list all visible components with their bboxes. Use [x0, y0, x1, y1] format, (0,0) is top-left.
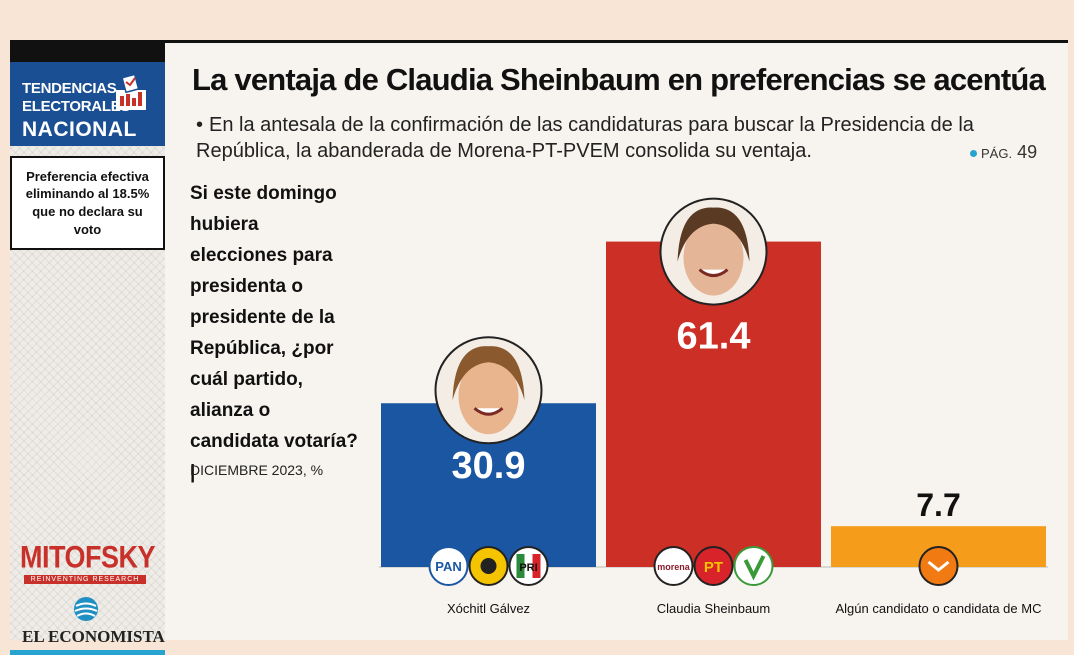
- party-logo-icon: [918, 546, 959, 586]
- smile-icon: [698, 268, 729, 278]
- data-label: 61.4: [677, 316, 751, 358]
- check-icon: [743, 555, 766, 581]
- face-icon: [458, 358, 519, 435]
- hair-icon: [452, 346, 525, 401]
- subtitle-text: En la antesala de la confirmación de las…: [196, 114, 974, 162]
- data-label: 7.7: [916, 487, 960, 523]
- page-ref-prefix: PÁG.: [981, 146, 1013, 161]
- mitofsky-logo: MITOFSKY: [20, 539, 156, 575]
- flag-stripe: [532, 554, 541, 578]
- sun-icon: [480, 558, 497, 574]
- page-ref-dot: [970, 149, 977, 157]
- party-logo-text: morena: [657, 562, 691, 572]
- face-icon: [683, 219, 744, 296]
- section-brand: TENDENCIAS ELECTORALES NACIONAL: [10, 62, 165, 146]
- brand-line2: ELECTORALES: [22, 98, 131, 115]
- sidebar: TENDENCIAS ELECTORALES NACIONAL Preferen…: [10, 62, 165, 655]
- flag-stripe: [516, 554, 525, 578]
- party-logo-icon: [428, 546, 469, 586]
- page-ref-number: 49: [1017, 142, 1038, 162]
- globe-icon: [74, 597, 98, 621]
- top-black-tab: [10, 40, 165, 62]
- page-title: La ventaja de Claudia Sheinbaum en prefe…: [192, 62, 1046, 97]
- party-logo-icon: [693, 546, 734, 586]
- subtitle: • En la antesala de la confirmación de la…: [196, 112, 1046, 164]
- mitofsky-tagline: REINVENTING RESEARCH: [24, 575, 146, 584]
- survey-date: DICIEMBRE 2023, %: [190, 462, 324, 478]
- survey-question: Si este domingo hubiera elecciones para …: [190, 183, 358, 483]
- brand-line3: NACIONAL: [22, 118, 137, 141]
- ballot-box-icon: [116, 73, 146, 110]
- infographic-card: TENDENCIAS ELECTORALES NACIONAL Preferen…: [10, 40, 1068, 655]
- data-label: 30.9: [452, 445, 526, 487]
- category-label: Algún candidato o candidata de MC: [836, 601, 1042, 616]
- party-logo-text: PAN: [435, 559, 461, 574]
- brand-line1: TENDENCIAS: [22, 80, 117, 97]
- smile-icon: [473, 407, 504, 416]
- category-label: Claudia Sheinbaum: [657, 601, 770, 616]
- eagle-icon: [927, 560, 950, 572]
- hair-icon: [677, 207, 750, 262]
- party-logo-icon: [653, 546, 694, 586]
- bullet: •: [196, 114, 204, 136]
- preference-note: Preferencia efectiva eliminando al 18.5%…: [10, 156, 165, 250]
- bar-chart: 30.9 Xóchitl Gálvez PAN PRI 61.4 Claudia Shei…: [379, 197, 1048, 616]
- party-logo-text: PT: [704, 559, 723, 576]
- publisher-logo: EL ECONOMISTA: [22, 627, 165, 646]
- top-rule: [10, 40, 1068, 43]
- page-reference: PÁG. 49: [970, 142, 1037, 163]
- category-label: Xóchitl Gálvez: [447, 601, 530, 616]
- party-logo-text: PRI: [519, 562, 537, 574]
